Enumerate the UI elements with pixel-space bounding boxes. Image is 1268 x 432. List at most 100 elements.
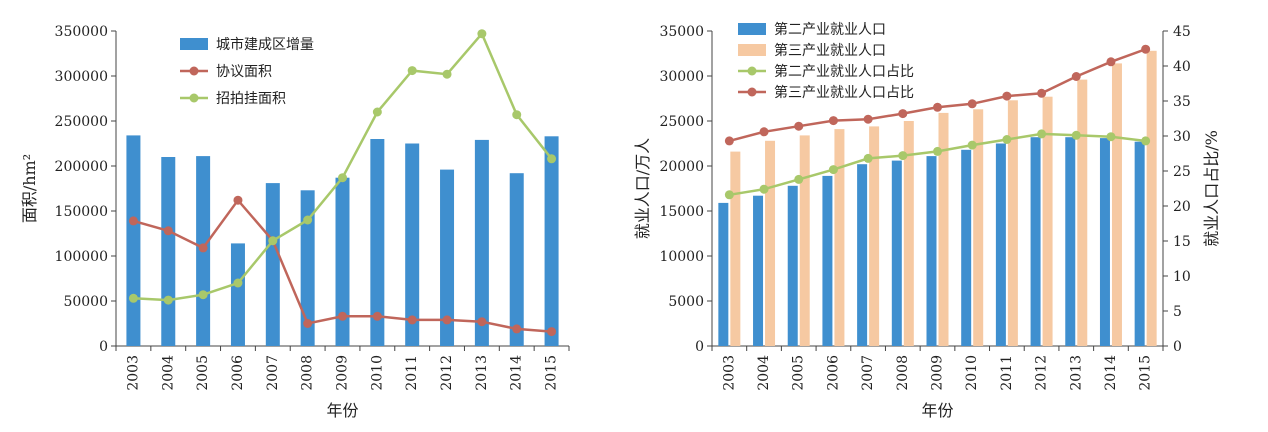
- line-point: [1002, 91, 1012, 101]
- x-tick-label: 2010: [964, 355, 980, 391]
- line-point: [863, 114, 873, 124]
- y-right-tick-label: 40: [1173, 59, 1191, 75]
- y-tick-label: 300000: [55, 69, 108, 85]
- line-point: [303, 215, 313, 225]
- bar: [787, 185, 798, 346]
- y-tick-label: 200000: [55, 159, 108, 175]
- y-tick-label: 150000: [55, 204, 108, 220]
- bar: [1042, 96, 1053, 346]
- line-point: [128, 293, 138, 303]
- bar: [1077, 79, 1088, 346]
- bar: [1007, 100, 1018, 346]
- x-tick-label: 2007: [860, 355, 876, 391]
- bar: [440, 169, 455, 346]
- line-point: [268, 236, 278, 246]
- bar: [1099, 138, 1110, 346]
- bar: [765, 140, 776, 346]
- y-axis-right-title: 就业人口占比/%: [1202, 130, 1221, 247]
- y-tick-label: 250000: [55, 114, 108, 130]
- x-tick-label: 2015: [544, 355, 560, 391]
- bar: [961, 149, 972, 346]
- line-point: [163, 226, 173, 236]
- line-point: [1141, 136, 1151, 146]
- line-point: [1071, 72, 1081, 81]
- bar: [509, 173, 524, 346]
- line-point: [547, 154, 557, 164]
- line-point: [338, 173, 347, 183]
- x-tick-label: 2003: [125, 355, 141, 391]
- line-point: [198, 290, 208, 300]
- line-point: [233, 278, 243, 288]
- y-tick-label: 5000: [668, 294, 704, 310]
- x-tick-label: 2005: [195, 355, 211, 391]
- bar: [730, 151, 741, 346]
- x-tick-label: 2010: [369, 355, 385, 391]
- x-tick-label: 2014: [509, 355, 525, 391]
- bar: [474, 139, 489, 346]
- line-point: [372, 107, 382, 117]
- x-tick-label: 2004: [756, 355, 772, 391]
- bar: [938, 112, 949, 347]
- bar: [891, 160, 902, 346]
- x-tick-label: 2014: [1103, 355, 1119, 391]
- line-point: [1037, 129, 1047, 139]
- bar: [973, 109, 984, 346]
- line-point: [933, 146, 942, 156]
- line-point: [828, 116, 838, 126]
- line-point: [1071, 130, 1081, 140]
- legend-label: 招拍挂面积: [216, 91, 286, 107]
- line-point: [303, 319, 313, 328]
- line-point: [442, 69, 452, 79]
- x-tick-label: 2009: [930, 355, 946, 391]
- x-tick-label: 2015: [1138, 355, 1154, 391]
- line-point: [128, 216, 138, 226]
- legend-label: 第三产业就业人口占比: [774, 84, 914, 101]
- x-tick-label: 2012: [1034, 355, 1050, 391]
- y-tick-label: 15000: [659, 204, 704, 220]
- y-tick-label: 50000: [63, 294, 108, 310]
- line-point: [898, 109, 908, 119]
- x-tick-label: 2009: [335, 355, 351, 391]
- line-point: [794, 121, 804, 131]
- bar: [300, 190, 315, 346]
- y-right-tick-label: 15: [1173, 234, 1191, 250]
- x-tick-label: 2008: [895, 355, 911, 391]
- line-point: [338, 311, 347, 321]
- x-tick-label: 2004: [160, 355, 176, 391]
- bar: [903, 121, 914, 346]
- bar: [370, 139, 385, 346]
- y-right-tick-label: 0: [1173, 339, 1182, 355]
- y-axis-title: 就业人口/万人: [633, 138, 652, 239]
- line-point: [898, 151, 908, 161]
- legend-swatch: [180, 38, 208, 50]
- x-axis-title: 年份: [326, 401, 358, 420]
- line-point: [759, 184, 769, 194]
- line-point: [933, 102, 942, 112]
- x-tick-label: 2011: [404, 355, 420, 391]
- line-point: [794, 174, 804, 184]
- bar: [857, 164, 868, 346]
- y-tick-label: 100000: [55, 249, 108, 265]
- legend-label: 协议面积: [216, 64, 272, 80]
- y-tick-label: 20000: [659, 159, 704, 175]
- line-point: [1106, 132, 1116, 142]
- y-right-tick-label: 25: [1173, 164, 1191, 180]
- line-point: [967, 140, 977, 150]
- legend-swatch: [738, 44, 766, 56]
- bar: [405, 143, 420, 346]
- y-tick-label: 350000: [55, 24, 108, 40]
- y-right-tick-label: 5: [1173, 304, 1182, 320]
- line-point: [1141, 44, 1151, 54]
- y-right-tick-label: 20: [1173, 199, 1191, 215]
- line-point: [863, 153, 873, 163]
- y-right-tick-label: 10: [1173, 269, 1191, 285]
- y-tick-label: 25000: [659, 114, 704, 130]
- legend-label: 第二产业就业人口占比: [774, 63, 914, 80]
- y-right-tick-label: 35: [1173, 94, 1191, 110]
- y-tick-label: 0: [695, 339, 704, 355]
- legend-label: 第三产业就业人口: [774, 42, 886, 59]
- x-tick-label: 2013: [1068, 355, 1084, 391]
- y-tick-label: 0: [99, 339, 108, 355]
- line-point: [477, 29, 487, 39]
